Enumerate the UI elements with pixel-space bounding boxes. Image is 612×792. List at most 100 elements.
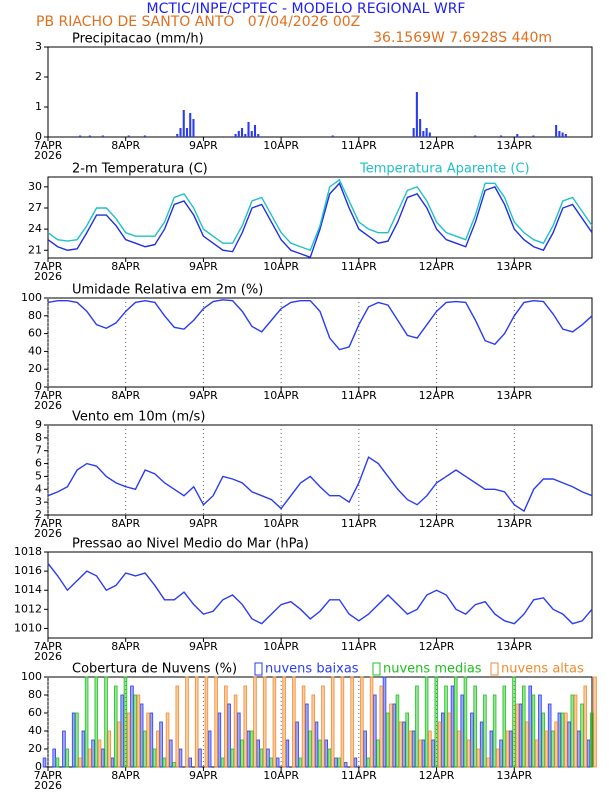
bar	[107, 730, 112, 768]
y-tick-label: 1014	[14, 583, 42, 596]
bar	[317, 739, 322, 768]
bar	[419, 119, 422, 137]
y-tick-label: 24	[28, 222, 42, 235]
chart-title: Pressao ao Nivel Medio do Mar (hPa)	[72, 537, 309, 552]
bar	[382, 676, 387, 768]
y-tick-label: 1010	[14, 621, 42, 634]
x-tick-label: 13APR	[496, 389, 532, 402]
series-line	[47, 178, 593, 252]
bar	[243, 685, 248, 768]
bar	[334, 757, 338, 768]
y-tick-label: 4	[35, 482, 42, 495]
bar	[340, 676, 345, 768]
x-tick-label: 7APR	[34, 769, 63, 782]
bar	[415, 685, 419, 768]
y-tick-label: 30	[28, 180, 42, 193]
bar	[88, 135, 91, 137]
x-tick-label: 11APR	[341, 260, 377, 273]
bar	[207, 730, 212, 768]
bar	[515, 703, 520, 768]
bar	[88, 748, 92, 768]
x-tick-label: 12APR	[419, 769, 455, 782]
bar	[75, 712, 79, 768]
x-tick-label: 11APR	[341, 769, 377, 782]
bar	[266, 748, 270, 768]
x-tick-label: 13APR	[496, 260, 532, 273]
bar	[292, 676, 296, 768]
x-tick-label: 7APR	[34, 389, 63, 402]
x-tick-label: 7APR	[34, 517, 63, 530]
bar	[437, 721, 442, 768]
x-tick-label: 12APR	[419, 517, 455, 530]
bar	[249, 730, 254, 768]
bar	[185, 128, 189, 137]
coordinates: 36.1569W 7.6928S 440m	[373, 30, 552, 46]
bar	[240, 739, 244, 768]
bar	[305, 703, 309, 768]
bar	[505, 730, 510, 768]
bar	[395, 694, 400, 768]
bar	[525, 721, 529, 768]
bar	[415, 92, 418, 137]
bar	[84, 676, 89, 768]
year-label: 2026	[34, 270, 62, 283]
bar	[541, 712, 545, 768]
bar	[257, 134, 260, 137]
x-tick-label: 10APR	[263, 517, 299, 530]
bar	[42, 757, 47, 768]
bar	[176, 134, 179, 137]
bar	[143, 730, 147, 768]
bar	[81, 730, 86, 768]
x-tick-label: 7APR	[34, 640, 63, 653]
bar	[139, 703, 144, 768]
bar	[327, 748, 332, 768]
bar	[244, 134, 247, 137]
bar	[489, 730, 494, 768]
bar	[250, 131, 253, 137]
bar	[113, 685, 118, 768]
x-tick-label: 9APR	[189, 517, 218, 530]
x-tick-label: 9APR	[189, 769, 218, 782]
bar	[360, 676, 364, 768]
bar	[460, 694, 464, 768]
bar	[79, 135, 82, 137]
y-tick-label: 1012	[14, 602, 42, 615]
x-tick-label: 10APR	[263, 260, 299, 273]
bar	[182, 110, 185, 137]
bar	[408, 730, 413, 768]
bar	[52, 748, 56, 768]
bar	[476, 748, 481, 768]
y-tick-label: 60	[28, 706, 42, 719]
x-tick-label: 13APR	[496, 769, 532, 782]
bar	[570, 694, 575, 768]
bar	[189, 113, 192, 137]
bar	[220, 757, 225, 768]
y-tick-label: 80	[28, 309, 42, 322]
bar	[127, 135, 130, 137]
series-line	[47, 456, 593, 513]
bar	[531, 694, 536, 768]
bar	[224, 685, 228, 768]
bar	[583, 685, 588, 768]
bar	[152, 748, 157, 768]
bar	[457, 730, 461, 768]
bar	[295, 721, 299, 768]
plot-frame	[47, 424, 593, 516]
bar	[551, 730, 555, 768]
y-tick-label: 20	[28, 362, 42, 375]
bar	[444, 685, 448, 768]
bar	[311, 694, 316, 768]
bar	[538, 694, 542, 768]
bar	[217, 712, 222, 768]
bar	[492, 694, 497, 768]
bar	[62, 730, 66, 768]
bar	[259, 748, 264, 768]
bar	[165, 712, 170, 768]
bar	[91, 739, 95, 768]
bar	[233, 694, 238, 768]
x-tick-label: 12APR	[419, 640, 455, 653]
y-tick-label: 27	[28, 201, 42, 214]
bar	[237, 131, 240, 137]
x-tick-label: 7APR	[34, 260, 63, 273]
